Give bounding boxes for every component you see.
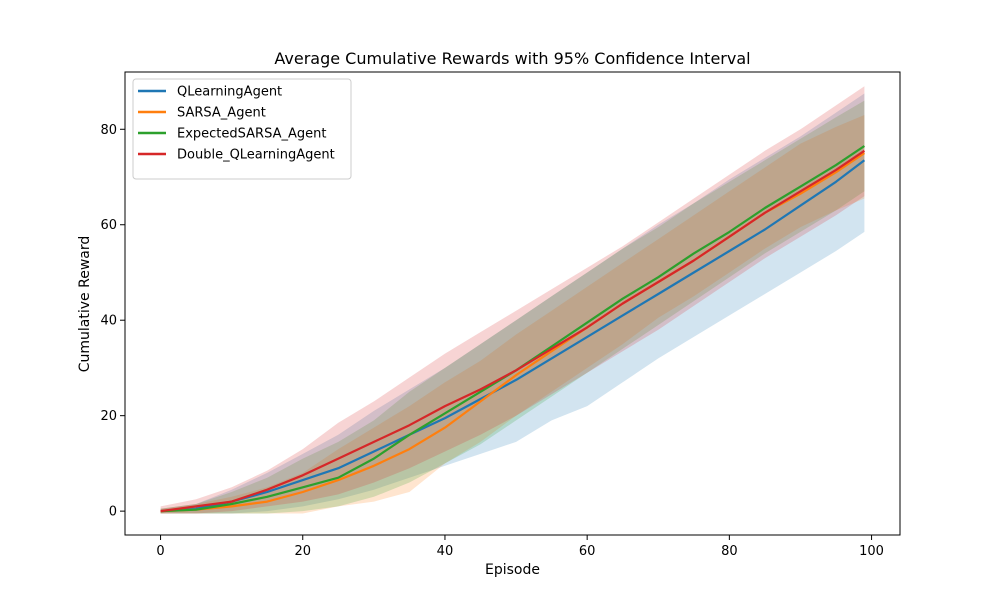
legend-label-1: SARSA_Agent	[177, 106, 266, 121]
x-tick-label: 40	[437, 544, 454, 559]
y-tick-label: 60	[100, 218, 117, 233]
series-line-0	[160, 159, 866, 513]
legend-label-2: ExpectedSARSA_Agent	[177, 127, 326, 142]
ci-band-1	[160, 115, 865, 514]
x-tick-label: 20	[294, 544, 311, 559]
legend-label-3: Double_QLearningAgent	[177, 148, 335, 163]
x-axis-label: Episode	[485, 562, 540, 578]
y-tick-label: 0	[109, 505, 117, 520]
chart-title: Average Cumulative Rewards with 95% Conf…	[274, 49, 750, 68]
x-tick-label: 60	[579, 544, 596, 559]
x-tick-label: 100	[859, 544, 884, 559]
x-tick-label: 0	[156, 544, 164, 559]
y-tick-label: 80	[100, 123, 117, 138]
series-line-3	[160, 149, 866, 513]
ci-band-0	[160, 93, 865, 514]
y-tick-label: 40	[100, 314, 117, 329]
y-tick-label: 20	[100, 409, 117, 424]
axes-frame	[124, 71, 901, 536]
legend: QLearningAgent SARSA_Agent ExpectedSARSA_A…	[132, 78, 352, 180]
y-axis-label: Cumulative Reward	[77, 236, 93, 373]
legend-box	[132, 78, 352, 180]
x-tick-label: 80	[721, 544, 738, 559]
plot-area: 0 20 40 60 80 100 0 20 40 60 80	[100, 71, 901, 559]
legend-label-0: QLearningAgent	[177, 85, 282, 100]
